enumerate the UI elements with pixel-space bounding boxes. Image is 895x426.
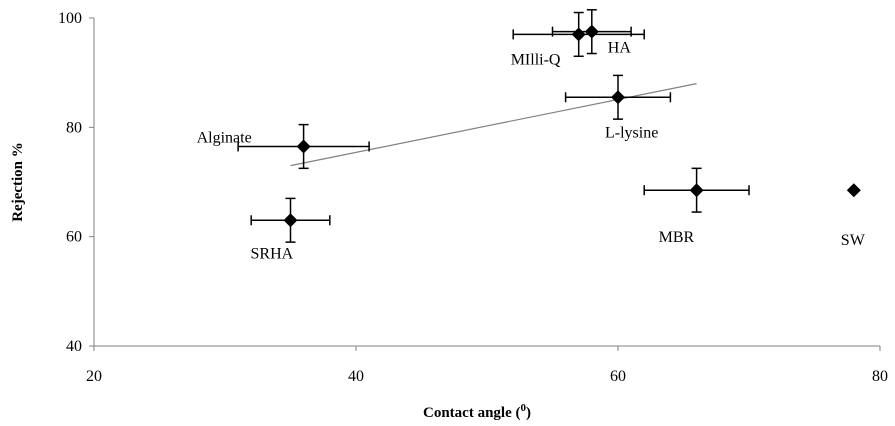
- x-tick-label: 80: [872, 368, 888, 385]
- diamond-marker: [584, 24, 599, 39]
- diamond-marker: [296, 139, 311, 154]
- data-point: [512, 11, 645, 58]
- diamond-marker: [283, 213, 298, 228]
- x-axis-title: Contact angle (0): [423, 402, 531, 421]
- data-point: [564, 74, 672, 120]
- axes: [89, 17, 881, 351]
- x-tick-label: 60: [610, 368, 626, 385]
- data-point: [237, 123, 370, 170]
- x-tick-label: 40: [348, 368, 364, 385]
- data-point: [643, 167, 750, 213]
- point-label: HA: [608, 40, 632, 57]
- data-point: [250, 197, 331, 243]
- point-labels: MIlli-Q HA L-lysine Alginate SRHA MBR SW: [197, 40, 866, 263]
- y-tick-label: 40: [66, 338, 82, 355]
- point-label: SW: [841, 232, 866, 249]
- point-label: Alginate: [197, 129, 252, 146]
- data-points: [237, 9, 861, 243]
- diamond-marker: [571, 27, 586, 42]
- diamond-marker: [611, 90, 625, 105]
- point-label: MIlli-Q: [511, 51, 561, 68]
- y-tick-label: 100: [58, 10, 82, 27]
- y-tick-label: 60: [66, 229, 82, 246]
- x-tick-label: 20: [86, 368, 102, 385]
- point-label: L-lysine: [605, 124, 658, 141]
- y-axis-title: Rejection %: [10, 142, 26, 222]
- point-label: SRHA: [251, 245, 294, 262]
- data-point: [846, 183, 861, 198]
- y-tick-label: 80: [66, 119, 82, 136]
- point-label: MBR: [659, 229, 695, 246]
- diamond-marker: [846, 183, 861, 198]
- diamond-marker: [689, 183, 704, 198]
- data-point: [551, 9, 632, 55]
